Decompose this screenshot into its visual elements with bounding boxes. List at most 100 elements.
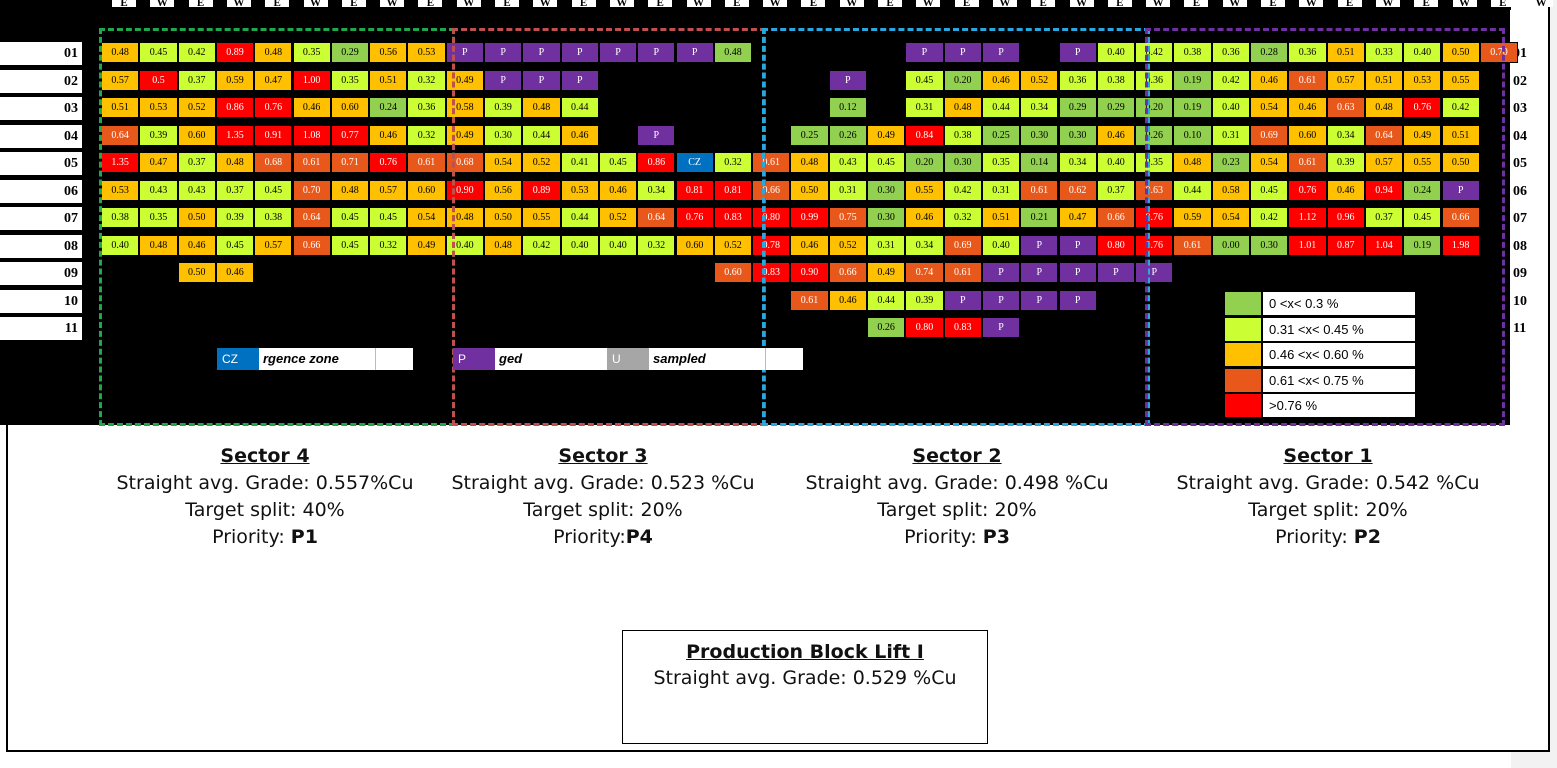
grade-cell: 0.57 bbox=[101, 69, 140, 91]
grade-cell: 0.42 bbox=[177, 42, 216, 63]
column-header-letter: E bbox=[112, 0, 136, 7]
column-header-letter: E bbox=[724, 0, 749, 7]
sector-grade: Straight avg. Grade: 0.523 %Cu bbox=[451, 472, 755, 494]
grade-cell: 0.62 bbox=[1058, 179, 1097, 201]
grade-cell: 0.45 bbox=[330, 234, 370, 256]
production-grade: Straight avg. Grade: 0.529 %Cu bbox=[653, 667, 957, 689]
column-header-letter: E bbox=[495, 0, 519, 7]
column-header-letter: E bbox=[1107, 0, 1132, 7]
grade-cell: 0.30 bbox=[1058, 124, 1097, 146]
grade-cell: 1.35 bbox=[101, 152, 140, 173]
grade-cell: 0.39 bbox=[1326, 152, 1365, 173]
grade-cell: P bbox=[981, 262, 1021, 283]
grade-cell: 0.94 bbox=[1364, 179, 1404, 201]
grade-cell: 0.89 bbox=[522, 179, 561, 201]
grade-cell: 0.44 bbox=[867, 289, 906, 311]
grade-cell: 1.12 bbox=[1288, 207, 1327, 228]
grade-cell: 0.76 bbox=[1288, 179, 1327, 201]
grade-cell: P bbox=[637, 124, 676, 146]
grade-cell: 0.52 bbox=[713, 234, 753, 256]
grade-cell: 0.64 bbox=[101, 124, 140, 146]
column-header-letter: W bbox=[1146, 0, 1171, 7]
grade-cell: 0.46 bbox=[1326, 179, 1365, 201]
legend-swatch bbox=[1224, 393, 1262, 418]
grade-cell: 0.48 bbox=[713, 42, 753, 63]
grade-cell: 0.64 bbox=[1364, 124, 1404, 146]
grade-cell: 0.50 bbox=[177, 262, 216, 283]
column-header-letter: E bbox=[265, 0, 290, 7]
grade-cell: P bbox=[981, 317, 1021, 338]
grade-cell: 0.31 bbox=[828, 179, 867, 201]
grade-cell: P bbox=[828, 69, 867, 91]
grade-cell: 0.36 bbox=[1211, 42, 1250, 63]
grade-cell: 0.32 bbox=[407, 69, 446, 91]
grade-cell: 0.44 bbox=[981, 97, 1021, 118]
column-header-letter: W bbox=[686, 0, 711, 7]
grade-cell: 0.36 bbox=[1058, 69, 1097, 91]
grade-cell: 0.46 bbox=[369, 124, 408, 146]
grade-cell: 0.32 bbox=[369, 234, 408, 256]
grade-cell: 0.90 bbox=[445, 179, 484, 201]
sector-title: Sector 2 bbox=[912, 445, 1002, 467]
grade-cell: 0.61 bbox=[790, 289, 829, 311]
grade-cell: 0.53 bbox=[560, 179, 599, 201]
key-label-unsampled: sampled bbox=[649, 348, 803, 370]
grade-cell: 0.38 bbox=[101, 207, 140, 228]
grade-cell: 0.49 bbox=[445, 69, 484, 91]
grade-cell: 0.48 bbox=[330, 179, 370, 201]
grade-cell: 0.24 bbox=[1403, 179, 1442, 201]
grade-cell: 0.29 bbox=[330, 42, 370, 63]
grade-cell: 0.43 bbox=[828, 152, 867, 173]
grade-cell: 0.87 bbox=[1326, 234, 1365, 256]
grade-cell: 0.35 bbox=[330, 69, 370, 91]
grade-cell: 0.59 bbox=[215, 69, 255, 91]
grade-cell: 0.50 bbox=[1441, 42, 1480, 63]
grade-cell: 0.83 bbox=[943, 317, 982, 338]
row-label: 05 bbox=[0, 152, 82, 175]
grade-cell: 0.80 bbox=[905, 317, 944, 338]
grade-cell: 0.52 bbox=[177, 97, 216, 118]
grade-cell: 0.69 bbox=[1250, 124, 1289, 146]
grade-cell: P bbox=[1058, 42, 1097, 63]
sector-priority: Priority:P4 bbox=[553, 526, 653, 548]
row-label: 10 bbox=[0, 289, 82, 313]
sector-priority: Priority: P1 bbox=[212, 526, 318, 548]
grade-cell: 0.40 bbox=[445, 234, 484, 256]
grade-cell: 0.21 bbox=[1020, 207, 1059, 228]
grade-cell: 0.37 bbox=[177, 152, 216, 173]
grade-cell: 0.56 bbox=[369, 42, 408, 63]
grade-cell: 0.14 bbox=[1020, 152, 1059, 173]
grade-cell: 0.47 bbox=[254, 69, 293, 91]
grade-cell: 0.51 bbox=[101, 97, 140, 118]
grade-cell: 0.45 bbox=[905, 69, 944, 91]
grade-cell: 0.10 bbox=[1173, 124, 1212, 146]
grade-cell: 0.55 bbox=[1403, 152, 1442, 173]
grade-cell: P bbox=[1020, 289, 1059, 311]
grade-cell: 0.38 bbox=[1173, 42, 1212, 63]
legend-swatch bbox=[1224, 367, 1262, 393]
grade-cell: 0.48 bbox=[1173, 152, 1212, 173]
grade-cell: 0.86 bbox=[637, 152, 676, 173]
grade-cell: 0.54 bbox=[1250, 152, 1289, 173]
row-label: 02 bbox=[0, 69, 82, 93]
sector-title: Sector 1 bbox=[1283, 445, 1373, 467]
row-label-right: 09 bbox=[1511, 262, 1539, 285]
grade-cell: 0.46 bbox=[828, 289, 867, 311]
sector-priority: Priority: P2 bbox=[1275, 526, 1381, 548]
grade-cell: 0.49 bbox=[1403, 124, 1442, 146]
grade-cell: 0.53 bbox=[407, 42, 446, 63]
grade-cell: P bbox=[1020, 234, 1059, 256]
sector-title: Sector 4 bbox=[220, 445, 310, 467]
grade-cell: 0.56 bbox=[484, 179, 523, 201]
grade-cell: 0.48 bbox=[943, 97, 982, 118]
grade-cell: 0.46 bbox=[215, 262, 255, 283]
grade-cell: 0.46 bbox=[598, 179, 638, 201]
grade-cell: 0.54 bbox=[1250, 97, 1289, 118]
grade-cell: 0.34 bbox=[637, 179, 676, 201]
grade-cell: 0.36 bbox=[1288, 42, 1327, 63]
grade-cell: 0.34 bbox=[905, 234, 944, 256]
grade-cell: 0.49 bbox=[867, 262, 906, 283]
grade-cell: 0.55 bbox=[1441, 69, 1480, 91]
grade-cell: 1.08 bbox=[292, 124, 331, 146]
column-header-letter: E bbox=[571, 0, 596, 7]
